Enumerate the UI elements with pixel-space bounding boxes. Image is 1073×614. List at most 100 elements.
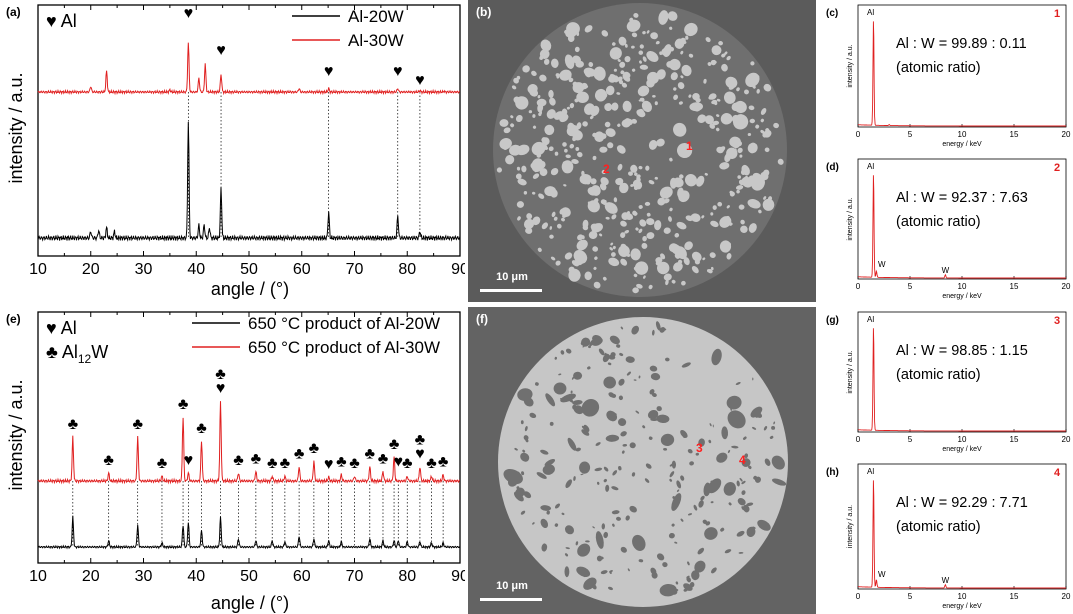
heart-icon: ♥ — [46, 11, 61, 31]
w-grain — [532, 173, 540, 179]
atomic-ratio-text: Al : W = 98.85 : 1.15 — [896, 343, 1028, 359]
w-grain — [674, 233, 680, 238]
w-grain — [691, 251, 702, 262]
w-grain — [605, 216, 610, 220]
w-grain — [679, 174, 684, 179]
al-region — [532, 522, 535, 525]
al-region — [769, 435, 774, 439]
w-grain — [564, 54, 575, 69]
legend-label: Al-30W — [348, 31, 404, 50]
w-grain — [621, 82, 628, 88]
al-region — [618, 466, 622, 471]
w-grain — [515, 114, 523, 123]
w-grain — [612, 245, 616, 250]
x-tick-label: 10 — [29, 261, 47, 278]
w-grain — [633, 12, 639, 18]
al12w-marker: ♣ — [132, 416, 143, 433]
phase-legend-text: W — [91, 342, 108, 362]
w-grain — [710, 212, 714, 216]
w-grain — [644, 201, 651, 206]
al-region — [522, 449, 526, 453]
w-grain — [568, 77, 574, 83]
al-region — [686, 576, 691, 583]
al-region — [645, 463, 652, 469]
w-grain — [707, 62, 712, 66]
w-grain — [588, 230, 598, 240]
w-grain — [578, 242, 584, 248]
al-region — [581, 429, 590, 436]
al-region — [629, 505, 637, 513]
w-grain — [525, 227, 533, 234]
eds-spectrum-line — [858, 21, 1066, 127]
al-region — [609, 335, 620, 345]
w-grain — [532, 191, 536, 195]
w-grain — [556, 223, 562, 229]
w-grain — [628, 171, 633, 176]
al-region — [682, 433, 687, 439]
al-region — [594, 467, 603, 472]
w-grain — [723, 91, 736, 104]
w-grain — [536, 98, 547, 107]
w-grain — [620, 232, 626, 238]
w-grain — [747, 199, 761, 209]
legend-label: 650 °C product of Al-20W — [248, 314, 440, 333]
al-region — [591, 337, 603, 346]
x-tick-label: 0 — [856, 130, 861, 139]
w-grain — [515, 173, 522, 180]
al-marker: ♥ — [184, 5, 194, 22]
w-grain — [709, 252, 716, 258]
w-grain — [605, 128, 616, 137]
w-grain — [717, 201, 723, 207]
al12w-marker: ♣ — [196, 420, 207, 437]
w-grain — [673, 94, 679, 101]
al-region — [606, 410, 618, 422]
al-region — [669, 463, 674, 467]
al-region — [581, 399, 600, 417]
w-grain — [527, 84, 538, 94]
w-grain — [650, 32, 658, 40]
w-grain — [643, 275, 646, 279]
al-region — [739, 477, 743, 482]
w-grain — [608, 257, 620, 267]
measurement-point-1: 1 — [686, 139, 693, 153]
w-grain — [681, 280, 686, 286]
w-grain — [737, 147, 743, 154]
al-region — [620, 546, 627, 553]
al-region — [625, 515, 630, 521]
x-tick-label: 15 — [1010, 130, 1019, 139]
phase-legend-entry: ♥ Al — [46, 11, 77, 31]
al-region — [750, 406, 763, 418]
w-grain — [537, 95, 541, 99]
w-grain — [572, 55, 581, 64]
al-region — [703, 482, 711, 497]
w-grain — [531, 70, 537, 77]
w-grain — [616, 145, 626, 154]
w-grain — [588, 62, 594, 67]
w-grain — [750, 61, 755, 66]
al-region — [671, 460, 677, 469]
al-region — [603, 466, 609, 472]
w-grain — [609, 47, 622, 60]
al-region — [650, 372, 661, 381]
x-tick-label: 20 — [82, 568, 100, 585]
x-tick-label: 30 — [135, 568, 153, 585]
al-region — [611, 510, 620, 515]
al-region — [583, 424, 590, 433]
w-grain — [669, 26, 673, 30]
w-grain — [755, 124, 760, 129]
w-grain — [740, 219, 745, 225]
al-region — [656, 406, 662, 412]
al-region — [736, 480, 740, 487]
w-grain — [641, 220, 646, 225]
w-grain — [715, 127, 720, 132]
al-region — [744, 453, 749, 459]
w-grain — [648, 139, 658, 150]
w-grain — [705, 37, 711, 43]
w-grain — [714, 101, 718, 106]
w-grain — [617, 163, 623, 171]
al-region — [708, 439, 712, 444]
peak-label: W — [942, 576, 950, 585]
w-grain — [704, 172, 708, 176]
w-grain — [546, 109, 556, 119]
al-marker: ♥ — [394, 454, 404, 471]
